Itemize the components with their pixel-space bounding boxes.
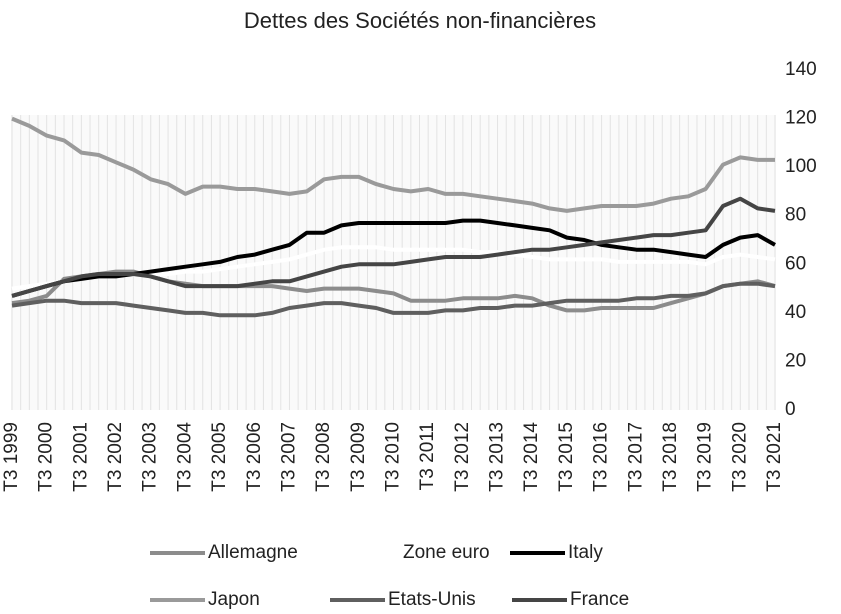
x-tick-label: T3 2014: [521, 422, 542, 492]
y-tick-label: 120: [785, 108, 817, 129]
x-tick-label: T3 2008: [313, 422, 334, 492]
x-tick-label: T3 2016: [591, 422, 612, 492]
x-tick-label: T3 2007: [278, 422, 299, 492]
x-tick-label: T3 2021: [764, 422, 785, 492]
x-tick-label: T3 1999: [1, 422, 22, 492]
x-tick-label: T3 2010: [383, 422, 404, 492]
x-tick-label: T3 2020: [729, 422, 750, 492]
y-tick-label: 40: [785, 302, 806, 323]
x-tick-label: T3 2011: [417, 422, 438, 490]
series-line: [11, 116, 775, 213]
y-tick-label: 0: [785, 399, 796, 420]
x-tick-label: T3 2015: [556, 422, 577, 492]
y-tick-label: 60: [785, 253, 806, 274]
legend-label: France: [570, 589, 629, 610]
y-tick-label: 20: [785, 350, 806, 371]
x-tick-label: T3 2004: [174, 422, 195, 492]
x-tick-label: T3 2012: [452, 422, 473, 492]
x-tick-label: T3 2005: [209, 422, 230, 492]
y-tick-label: 100: [785, 156, 817, 177]
legend-label: Italy: [568, 542, 603, 563]
x-tick-label: T3 2000: [36, 422, 57, 492]
x-tick-label: T3 2019: [695, 422, 716, 492]
legend-label: Etats-Unis: [388, 589, 476, 610]
y-tick-label: 140: [785, 59, 817, 80]
x-tick-label: T3 2001: [70, 422, 91, 492]
legend-label: Allemagne: [208, 542, 298, 563]
x-tick-label: T3 2013: [487, 422, 508, 492]
x-tick-label: T3 2002: [105, 422, 126, 492]
x-tick-label: T3 2003: [140, 422, 161, 492]
series-line: [11, 281, 776, 318]
x-tick-label: T3 2009: [348, 422, 369, 492]
series-line: [11, 196, 776, 298]
legend-label: Japon: [208, 589, 260, 610]
x-tick-label: T3 2018: [660, 422, 681, 492]
x-tick-label: T3 2017: [625, 422, 646, 492]
y-tick-label: 80: [785, 205, 806, 226]
chart-title: Dettes des Sociétés non-financières: [244, 8, 596, 33]
x-tick-label: T3 2006: [244, 422, 265, 492]
legend-label: Zone euro: [403, 542, 490, 563]
